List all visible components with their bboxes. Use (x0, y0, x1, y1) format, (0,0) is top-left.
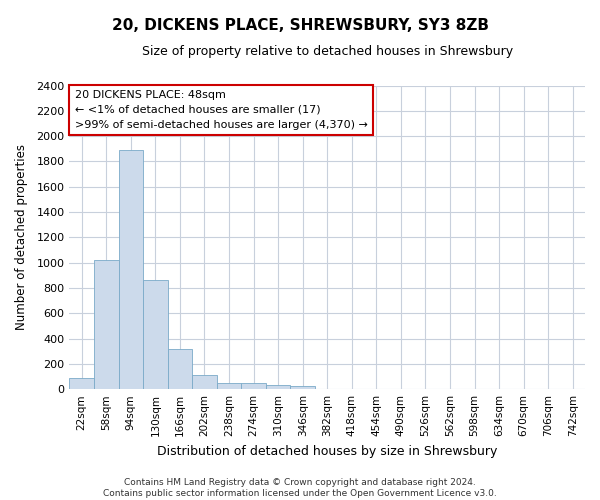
Bar (290, 386, 315, 389)
Y-axis label: Number of detached properties: Number of detached properties (15, 144, 28, 330)
Bar (70, 378, 94, 389)
Bar (217, 383, 241, 389)
Text: Contains HM Land Registry data © Crown copyright and database right 2024.
Contai: Contains HM Land Registry data © Crown c… (103, 478, 497, 498)
Bar (94, 260, 119, 389)
Bar (266, 386, 290, 389)
Bar (143, 280, 167, 389)
X-axis label: Distribution of detached houses by size in Shrewsbury: Distribution of detached houses by size … (157, 444, 497, 458)
Bar (241, 384, 266, 389)
Text: 20 DICKENS PLACE: 48sqm
← <1% of detached houses are smaller (17)
>99% of semi-d: 20 DICKENS PLACE: 48sqm ← <1% of detache… (74, 90, 367, 130)
Bar (192, 374, 217, 389)
Bar (119, 150, 143, 389)
Title: Size of property relative to detached houses in Shrewsbury: Size of property relative to detached ho… (142, 45, 513, 58)
Text: 20, DICKENS PLACE, SHREWSBURY, SY3 8ZB: 20, DICKENS PLACE, SHREWSBURY, SY3 8ZB (112, 18, 488, 32)
Bar (167, 348, 192, 389)
